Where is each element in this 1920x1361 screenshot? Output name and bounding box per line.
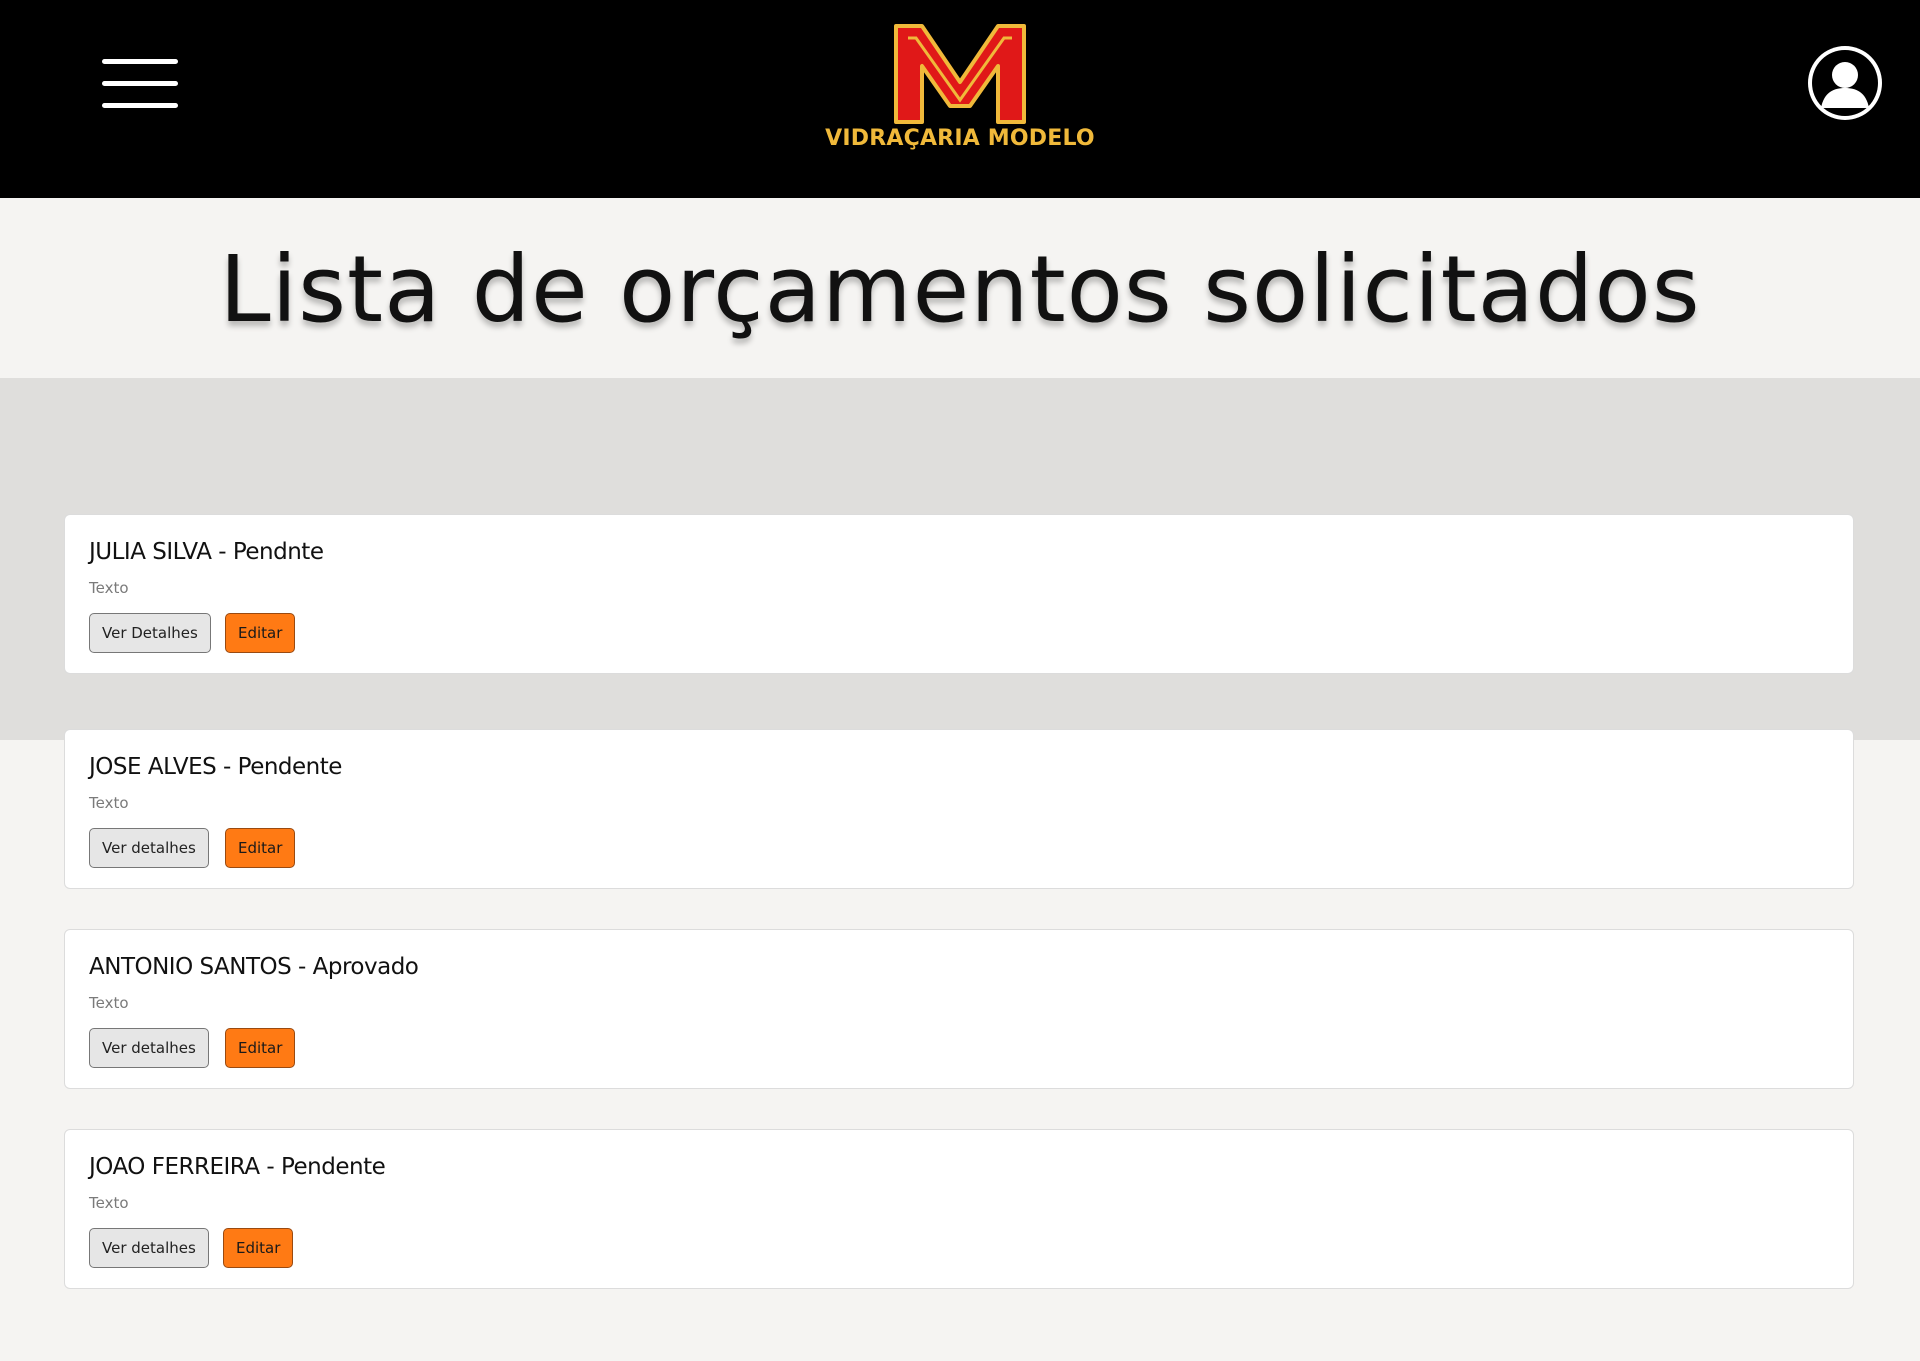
brand-logo[interactable]: VIDRAÇARIA MODELO xyxy=(820,20,1100,160)
budget-card: ANTONIO SANTOS - Aprovado Texto Ver deta… xyxy=(64,929,1854,1089)
edit-button[interactable]: Editar xyxy=(225,828,296,868)
edit-button[interactable]: Editar xyxy=(223,1228,294,1268)
budget-title: ANTONIO SANTOS - Aprovado xyxy=(89,954,419,980)
hamburger-menu-icon[interactable] xyxy=(100,57,180,113)
budget-text: Texto xyxy=(89,994,129,1012)
logo-text: VIDRAÇARIA MODELO xyxy=(825,126,1095,151)
budget-title: JULIA SILVA - Pendnte xyxy=(89,539,324,565)
view-details-button[interactable]: Ver Detalhes xyxy=(89,613,211,653)
view-details-button[interactable]: Ver detalhes xyxy=(89,828,209,868)
budget-title: JOSE ALVES - Pendente xyxy=(89,754,342,780)
view-details-button[interactable]: Ver detalhes xyxy=(89,1028,209,1068)
budget-card: JOSE ALVES - Pendente Texto Ver detalhes… xyxy=(64,729,1854,889)
budget-card: JULIA SILVA - Pendnte Texto Ver Detalhes… xyxy=(64,514,1854,674)
budget-text: Texto xyxy=(89,794,129,812)
title-section: Lista de orçamentos solicitados xyxy=(0,198,1920,378)
edit-button[interactable]: Editar xyxy=(225,613,296,653)
budget-text: Texto xyxy=(89,579,129,597)
user-avatar-icon[interactable] xyxy=(1808,46,1882,120)
page-title: Lista de orçamentos solicitados xyxy=(219,236,1701,343)
logo-m-icon xyxy=(894,24,1026,124)
budget-card: JOAO FERREIRA - Pendente Texto Ver detal… xyxy=(64,1129,1854,1289)
view-details-button[interactable]: Ver detalhes xyxy=(89,1228,209,1268)
budget-title: JOAO FERREIRA - Pendente xyxy=(89,1154,386,1180)
top-header: VIDRAÇARIA MODELO xyxy=(0,0,1920,198)
budget-text: Texto xyxy=(89,1194,129,1212)
edit-button[interactable]: Editar xyxy=(225,1028,296,1068)
